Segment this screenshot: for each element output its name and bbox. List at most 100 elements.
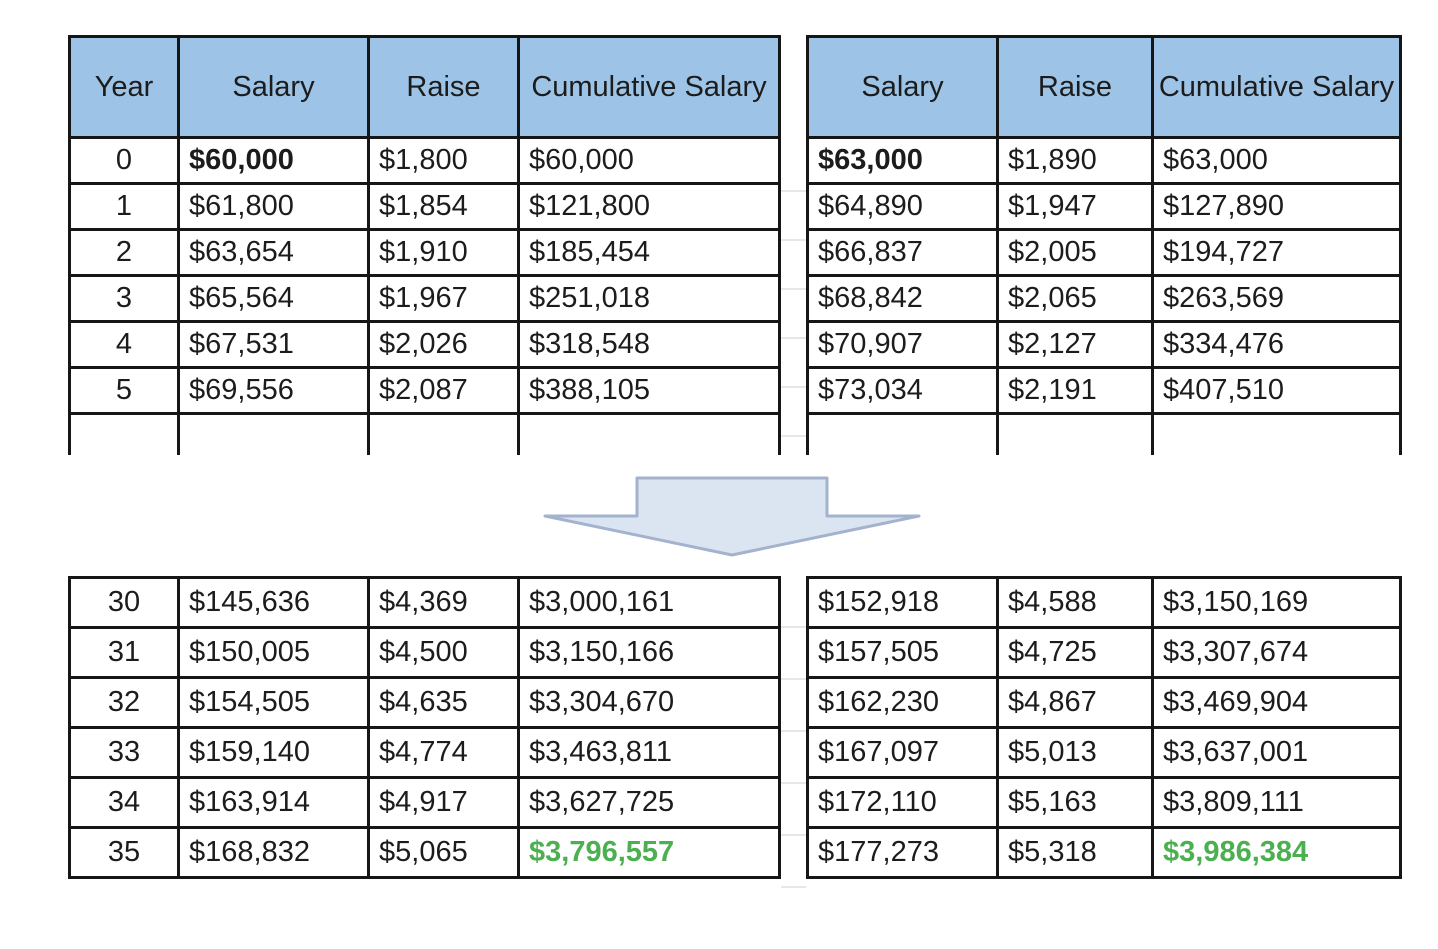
gap-gridline [781,143,806,192]
gap-gridline [781,680,806,732]
raise-cell: $1,947 [996,182,1154,231]
table-row: $157,505 $4,725 $3,307,674 [806,626,1402,679]
year-cell: 3 [68,274,180,323]
year-cell: 1 [68,182,180,231]
table-row: $66,837 $2,005 $194,727 [806,228,1402,277]
down-arrow-icon [543,476,921,557]
salary-cell: $157,505 [806,626,999,679]
salary-cell: $150,005 [177,626,370,679]
cumulative-salary-cell: $251,018 [517,274,781,323]
raise-cell: $4,588 [996,576,1154,629]
raise-cell: $4,867 [996,676,1154,729]
cumulative-salary-cell: $3,307,674 [1151,626,1402,679]
table-row: 30 $145,636 $4,369 $3,000,161 [68,576,781,629]
year-cell: 0 [68,136,180,185]
table-row: $162,230 $4,867 $3,469,904 [806,676,1402,729]
table-row: $172,110 $5,163 $3,809,111 [806,776,1402,829]
raise-cell: $2,026 [367,320,520,369]
salary-cell: $73,034 [806,366,999,415]
gap-gridline [781,290,806,339]
raise-cell: $4,635 [367,676,520,729]
raise-cell: $5,013 [996,726,1154,779]
table-row: 34 $163,914 $4,917 $3,627,725 [68,776,781,829]
cumulative-salary-cell: $263,569 [1151,274,1402,323]
table-row: $167,097 $5,013 $3,637,001 [806,726,1402,779]
table-row: 1 $61,800 $1,854 $121,800 [68,182,781,231]
cumulative-salary-cell: $127,890 [1151,182,1402,231]
raise-cell: $2,005 [996,228,1154,277]
empty-cell [517,412,781,455]
cut-off-row [806,412,1402,455]
table-row: 4 $67,531 $2,026 $318,548 [68,320,781,369]
raise-cell: $1,967 [367,274,520,323]
raise-cell: $4,725 [996,626,1154,679]
right-salary-table-bottom: $152,918 $4,588 $3,150,169 $157,505 $4,725 $3… [806,576,1402,879]
empty-cell [1151,412,1402,455]
salary-cell: $68,842 [806,274,999,323]
cut-off-row [68,412,781,455]
cumulative-salary-cell: $407,510 [1151,366,1402,415]
column-header-cumulative-salary: Cumulative Salary [517,35,781,139]
raise-cell: $4,500 [367,626,520,679]
table-row: $70,907 $2,127 $334,476 [806,320,1402,369]
table-row: 5 $69,556 $2,087 $388,105 [68,366,781,415]
raise-cell: $4,369 [367,576,520,629]
spreadsheet-gap-column [781,35,806,437]
gap-gridline [781,388,806,437]
table-row: 33 $159,140 $4,774 $3,463,811 [68,726,781,779]
cumulative-salary-cell: $3,469,904 [1151,676,1402,729]
table-row: $152,918 $4,588 $3,150,169 [806,576,1402,629]
raise-cell: $5,318 [996,826,1154,879]
left-salary-table-bottom: 30 $145,636 $4,369 $3,000,161 31 $150,005 $4,5… [68,576,781,879]
table-row: $177,273 $5,318 $3,986,384 [806,826,1402,879]
empty-cell [177,412,370,455]
empty-cell [367,412,520,455]
table-row: 31 $150,005 $4,500 $3,150,166 [68,626,781,679]
raise-cell: $2,087 [367,366,520,415]
gap-gridline [781,35,806,143]
cumulative-salary-cell: $121,800 [517,182,781,231]
year-cell: 4 [68,320,180,369]
table-row: $68,842 $2,065 $263,569 [806,274,1402,323]
raise-cell: $1,854 [367,182,520,231]
cumulative-salary-cell: $3,150,169 [1151,576,1402,629]
salary-cell: $172,110 [806,776,999,829]
gap-gridline [781,628,806,680]
raise-cell: $5,065 [367,826,520,879]
year-cell: 31 [68,626,180,679]
table-row: 0 $60,000 $1,800 $60,000 [68,136,781,185]
salary-cell: $167,097 [806,726,999,779]
salary-cell: $69,556 [177,366,370,415]
gap-gridline [781,576,806,628]
cumulative-salary-cell: $194,727 [1151,228,1402,277]
table-row: $64,890 $1,947 $127,890 [806,182,1402,231]
salary-cell: $64,890 [806,182,999,231]
empty-cell [806,412,999,455]
salary-cell: $60,000 [177,136,370,185]
raise-cell: $4,774 [367,726,520,779]
table-row: $63,000 $1,890 $63,000 [806,136,1402,185]
raise-cell: $5,163 [996,776,1154,829]
header-row: Year Salary Raise Cumulative Salary [68,35,781,139]
gap-gridline [781,732,806,784]
right-salary-table-top: Salary Raise Cumulative Salary $63,000 $1… [806,35,1402,455]
top-tables-section: Year Salary Raise Cumulative Salary 0 $60… [68,35,1438,455]
year-cell: 34 [68,776,180,829]
salary-cell: $63,654 [177,228,370,277]
left-salary-table-top: Year Salary Raise Cumulative Salary 0 $60… [68,35,781,455]
gap-gridline [781,784,806,836]
cumulative-salary-cell: $3,304,670 [517,676,781,729]
cumulative-salary-cell: $3,000,161 [517,576,781,629]
raise-cell: $4,917 [367,776,520,829]
salary-cell: $154,505 [177,676,370,729]
cumulative-salary-cell: $334,476 [1151,320,1402,369]
cumulative-salary-cell: $3,463,811 [517,726,781,779]
empty-cell [996,412,1154,455]
salary-cell: $152,918 [806,576,999,629]
salary-cell: $66,837 [806,228,999,277]
salary-cell: $67,531 [177,320,370,369]
column-header-salary: Salary [177,35,370,139]
raise-cell: $2,065 [996,274,1154,323]
column-header-raise: Raise [367,35,520,139]
salary-cell: $168,832 [177,826,370,879]
